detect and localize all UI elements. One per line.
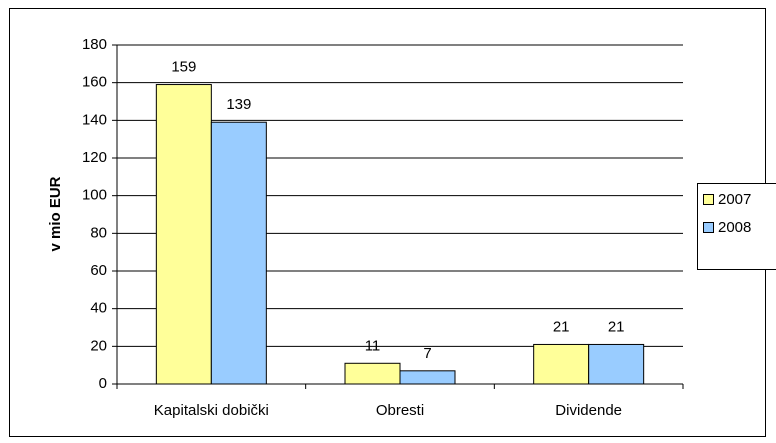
x-tick-label: Obresti <box>376 402 424 419</box>
y-tick-label: 100 <box>82 187 107 204</box>
data-label: 11 <box>365 337 381 354</box>
y-tick-label: 40 <box>90 300 107 317</box>
x-tick-label: Kapitalski dobički <box>154 402 269 419</box>
y-tick-label: 20 <box>90 337 107 354</box>
legend-label: 2008 <box>718 219 751 236</box>
y-tick-label: 140 <box>82 111 107 128</box>
bar <box>155 84 212 385</box>
y-tick-label: 0 <box>99 375 107 392</box>
data-label: 21 <box>608 318 625 335</box>
y-tick-label: 60 <box>90 262 107 279</box>
y-tick-label: 80 <box>90 224 107 241</box>
y-tick-label: 120 <box>82 149 107 166</box>
legend-label: 2007 <box>718 191 751 208</box>
bar <box>344 362 401 385</box>
x-tick-label: Dividende <box>555 402 622 419</box>
data-label: 7 <box>423 345 431 362</box>
legend-swatch <box>703 194 714 205</box>
data-label: 21 <box>553 318 570 335</box>
bar <box>588 343 645 385</box>
legend-swatch <box>703 222 714 233</box>
bar <box>210 121 267 385</box>
data-label: 139 <box>226 96 251 113</box>
bar <box>399 370 456 385</box>
y-tick-label: 180 <box>82 36 107 53</box>
y-axis-title: v mio EUR <box>47 176 64 251</box>
bar <box>533 343 590 385</box>
y-tick-label: 160 <box>82 74 107 91</box>
data-label: 159 <box>171 59 196 76</box>
